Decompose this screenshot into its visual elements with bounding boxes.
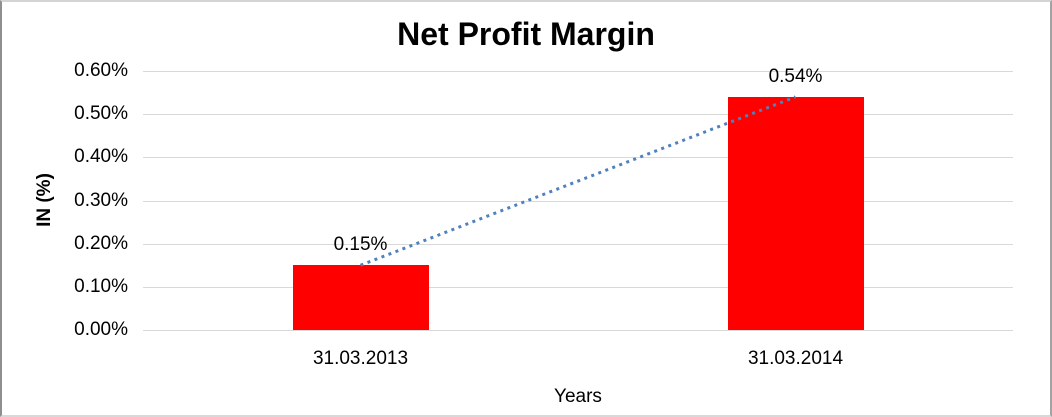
y-axis-tick-label: 0.50% [74,103,128,125]
gridline [143,157,1013,159]
x-axis-tick-label: 31.03.2013 [312,348,409,369]
bar-31.03.2014 [727,96,864,330]
bar-31.03.2013 [292,265,429,330]
y-axis-tick-label: 0.20% [74,232,128,254]
x-axis-tick-label: 31.03.2014 [747,348,844,369]
gridline [143,286,1013,288]
gridline [143,71,1013,72]
bar-data-label: 0.54% [768,65,823,87]
gridline [143,200,1013,202]
y-axis-tick-label: 0.10% [74,275,128,297]
y-axis-tick-label: 0.40% [74,146,128,168]
y-axis-tick-label: 0.30% [74,189,128,211]
gridline [143,114,1013,116]
gridline [143,330,1013,331]
bar-data-label: 0.15% [333,234,388,256]
gridline [143,243,1013,245]
x-axis-title: Years [554,386,602,407]
chart-title: Net Profit Margin [397,16,655,52]
y-axis-tick-label: 0.00% [74,319,128,340]
y-axis-tick-label: 0.60% [74,60,128,81]
